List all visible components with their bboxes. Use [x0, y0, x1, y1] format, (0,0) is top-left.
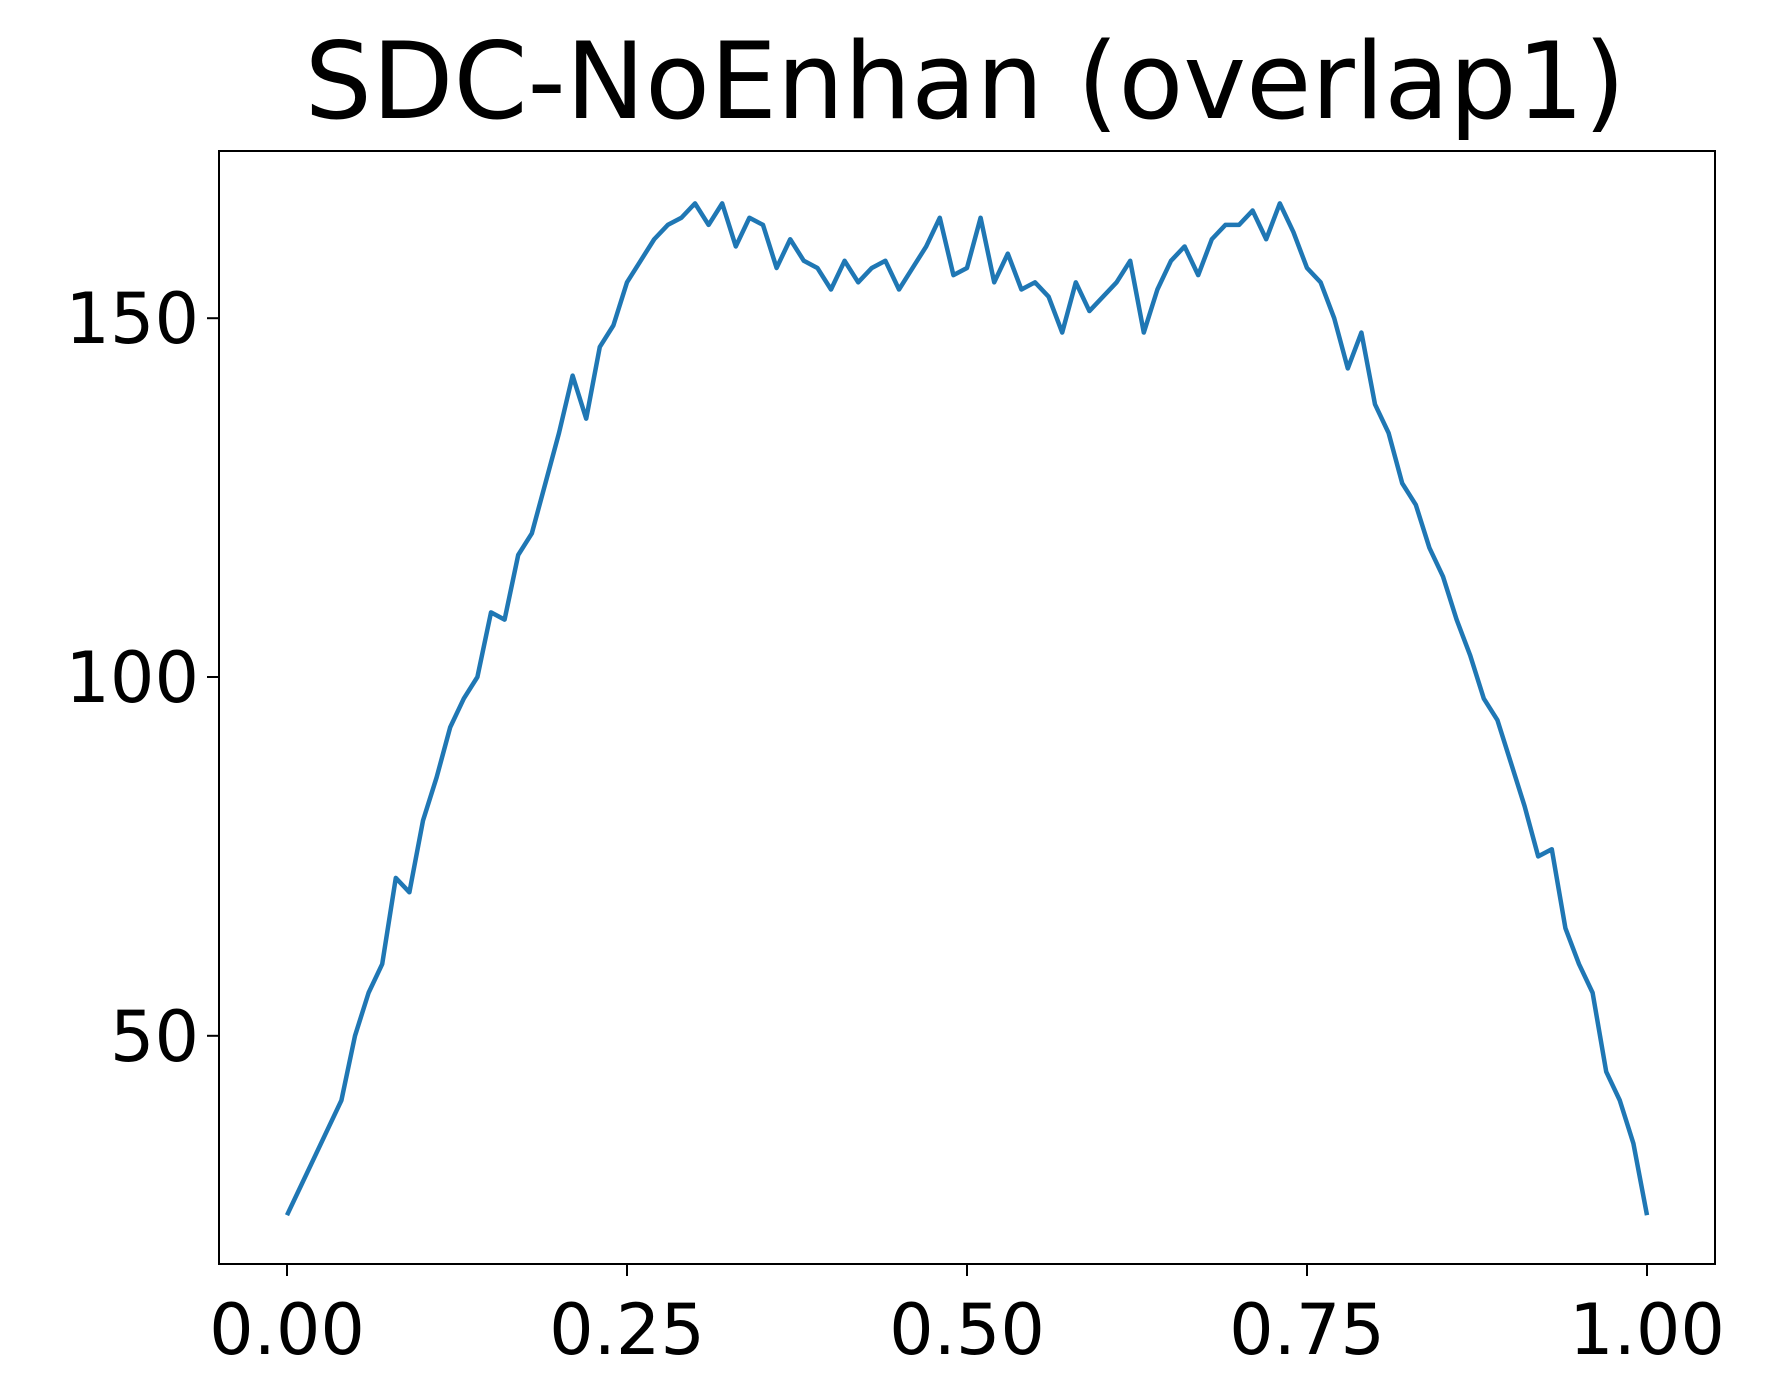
- y-tick-label: 100: [65, 637, 199, 719]
- x-tick-label: 0.25: [549, 1289, 705, 1371]
- x-tick-label: 0.50: [889, 1289, 1045, 1371]
- chart-title: SDC-NoEnhan (overlap1): [305, 20, 1626, 143]
- x-tick-label: 0.00: [209, 1289, 365, 1371]
- x-tick-label: 0.75: [1229, 1289, 1385, 1371]
- data-line: [284, 201, 1650, 1217]
- y-tick-label: 50: [110, 996, 199, 1078]
- y-tick-label: 150: [65, 278, 199, 360]
- plot-frame: [218, 150, 1716, 1265]
- x-tick-label: 1.00: [1569, 1289, 1725, 1371]
